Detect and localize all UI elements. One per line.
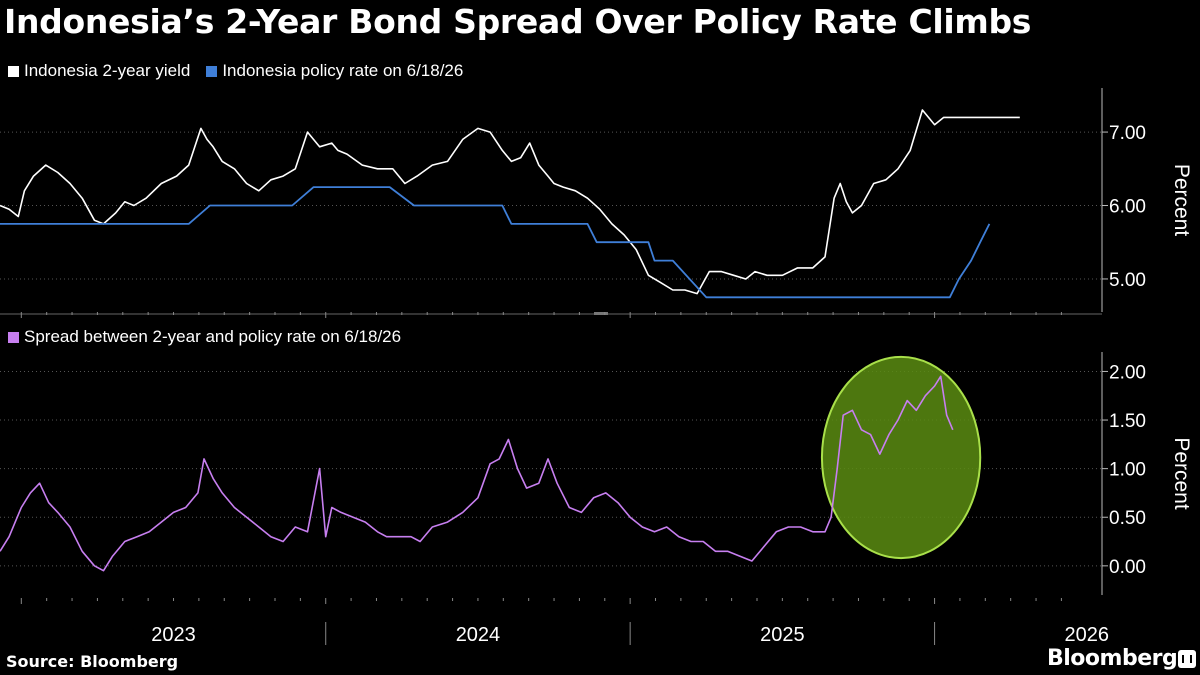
xtick-label: 2024 [456, 624, 501, 646]
divider-handle [594, 312, 608, 315]
series-line-policy-rate [0, 186, 991, 299]
legend-item-policy: Indonesia policy rate on 6/18/26 [206, 61, 463, 81]
xtick-label: 2026 [1065, 624, 1110, 646]
bottom-ytick-label: 0.00 [1109, 557, 1146, 578]
legend-swatch-policy [206, 65, 218, 77]
legend-label-policy: Indonesia policy rate on 6/18/26 [222, 61, 464, 80]
terminal-icon [1178, 650, 1196, 668]
chart-title: Indonesia’s 2-Year Bond Spread Over Poli… [4, 2, 1032, 41]
legend-label-spread: Spread between 2-year and policy rate on… [24, 327, 402, 346]
legend-swatch-spread [8, 331, 19, 343]
legend-item-yield: Indonesia 2-year yield [8, 61, 190, 81]
bottom-ytick-label: 1.00 [1109, 460, 1146, 481]
xtick-label: 2023 [151, 624, 196, 646]
series-line-spread [0, 375, 954, 572]
bottom-legend: Spread between 2-year and policy rate on… [8, 327, 417, 347]
bottom-ytick-label: 2.00 [1109, 362, 1146, 383]
bottom-ylabel: Percent [1170, 437, 1193, 510]
bottom-ytick-label: 0.50 [1109, 508, 1146, 529]
xtick-label: 2025 [760, 624, 805, 646]
bloomberg-logo: Bloomberg [1047, 646, 1178, 671]
top-ytick-label: 6.00 [1109, 197, 1146, 218]
top-legend: Indonesia 2-year yield Indonesia policy … [8, 61, 479, 81]
top-ytick-label: 7.00 [1109, 123, 1146, 144]
legend-item-spread: Spread between 2-year and policy rate on… [8, 327, 401, 347]
legend-label-yield: Indonesia 2-year yield [24, 61, 191, 80]
highlight-ellipse [820, 355, 982, 560]
series-line-yield [0, 109, 1020, 295]
bottom-ytick-label: 1.50 [1109, 411, 1146, 432]
top-ylabel: Percent [1170, 164, 1193, 237]
top-ytick-label: 5.00 [1109, 270, 1146, 291]
source-note: Source: Bloomberg [6, 652, 179, 671]
legend-swatch-yield [8, 65, 19, 77]
